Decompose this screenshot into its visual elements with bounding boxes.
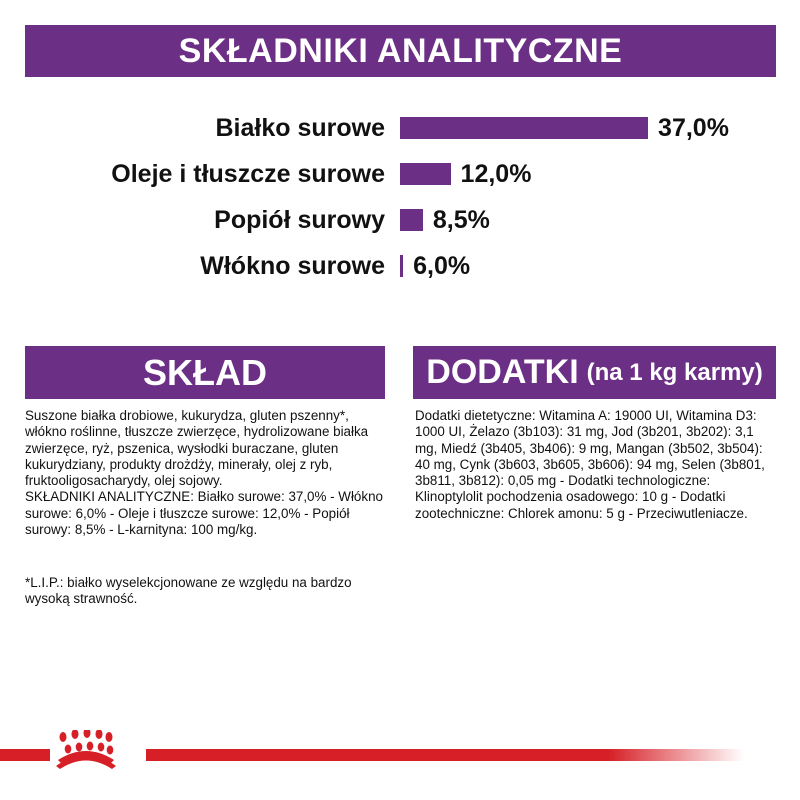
chart-row: Popiół surowy 8,5% [0, 205, 800, 235]
additives-title: DODATKI [426, 353, 579, 391]
bar [400, 117, 649, 139]
chart-row: Białko surowe 37,0% [0, 113, 800, 143]
bar [400, 209, 423, 231]
bar [400, 163, 451, 185]
composition-text: Suszone białka drobiowe, kukurydza, glut… [25, 408, 383, 538]
composition-note: *L.I.P.: białko wyselekcjonowane ze wzgl… [25, 575, 352, 607]
value-label: 37,0% [658, 114, 729, 142]
analytical-header: SKŁADNIKI ANALITYCZNE [25, 25, 776, 77]
brand-stripe [0, 749, 800, 761]
bar [400, 255, 404, 277]
composition-title: SKŁAD [143, 351, 267, 393]
additives-header: DODATKI (na 1 kg karmy) [413, 346, 776, 399]
category-label: Białko surowe [215, 114, 386, 142]
royal-canin-crown-logo [50, 730, 146, 772]
chart-row: Włókno surowe 6,0% [0, 251, 800, 281]
chart-row: Oleje i tłuszcze surowe 12,0% [0, 159, 800, 189]
category-label: Włókno surowe [200, 252, 385, 280]
analytical-title: SKŁADNIKI ANALITYCZNE [178, 31, 623, 70]
composition-header: SKŁAD [25, 346, 385, 399]
value-label: 8,5% [432, 206, 490, 234]
category-label: Oleje i tłuszcze surowe [111, 160, 385, 188]
additives-subtitle: (na 1 kg karmy) [586, 358, 763, 386]
additives-text: Dodatki dietetyczne: Witamina A: 19000 U… [415, 408, 765, 521]
value-label: 6,0% [413, 252, 471, 280]
value-label: 12,0% [460, 160, 532, 188]
category-label: Popiół surowy [214, 206, 385, 234]
